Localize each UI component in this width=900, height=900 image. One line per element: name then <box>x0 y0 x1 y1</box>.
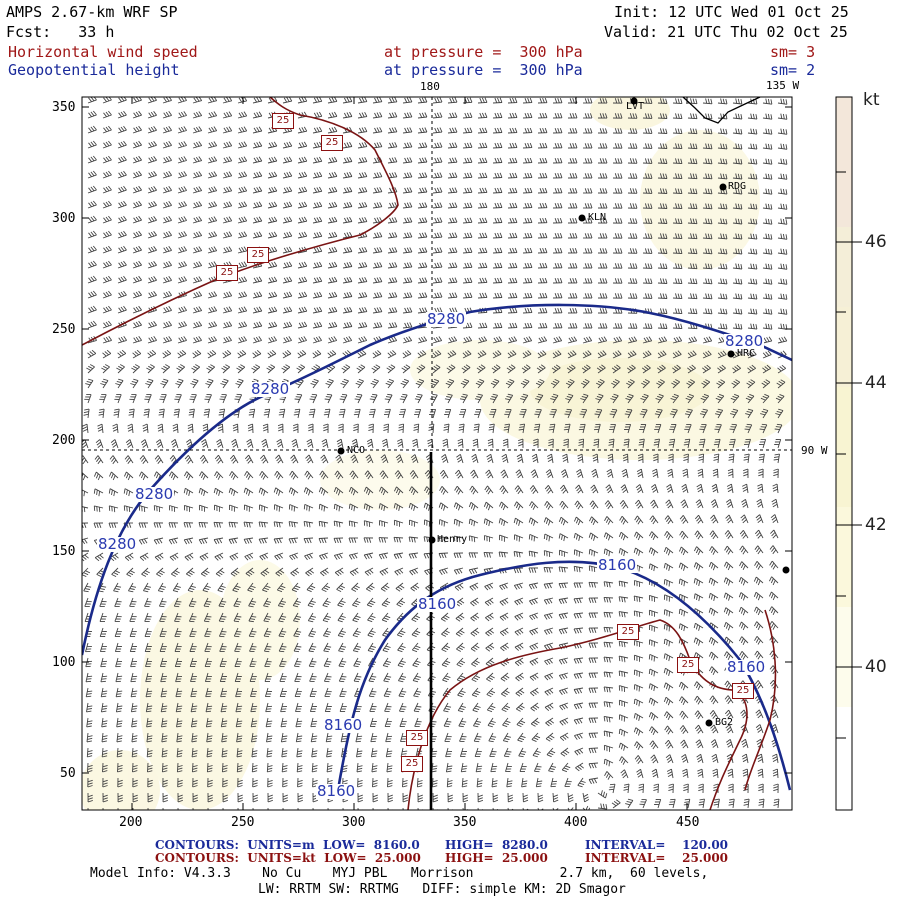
height-label: 8280 <box>97 535 138 553</box>
speed-label: 25 <box>321 135 343 151</box>
x-tick-label: 300 <box>342 815 366 830</box>
contours-height-interval: INTERVAL= 120.00 <box>585 838 729 852</box>
model-info-physics: LW: RRTM SW: RRTMG DIFF: simple KM: 2D S… <box>258 882 626 897</box>
field1-name: Horizontal wind speed <box>8 43 198 61</box>
speed-label: 25 <box>406 730 428 746</box>
station-label-kln: KLN <box>588 212 607 223</box>
colorbar-label: 46 <box>865 232 887 252</box>
station-label-rdg: RDG <box>728 181 747 192</box>
colorbar-unit: kt <box>863 90 880 110</box>
height-label: 8280 <box>250 380 291 398</box>
y-tick-label: 150 <box>52 544 76 559</box>
contours-height-info: CONTOURS: UNITS=m LOW= 8160.0 <box>155 838 420 852</box>
colorbar-label: 44 <box>865 373 887 393</box>
y-tick-label: 50 <box>60 766 76 781</box>
forecast-hour: Fcst: 33 h <box>6 23 115 41</box>
model-info: Model Info: V4.3.3 No Cu MYJ PBL Morriso… <box>90 866 709 881</box>
colorbar-label: 42 <box>865 515 887 535</box>
meridian-label-90w: 90 W <box>801 444 828 457</box>
map-frame <box>81 96 793 811</box>
meridian-label-180: 180 <box>420 80 440 93</box>
speed-label: 25 <box>247 247 269 263</box>
height-label: 8280 <box>134 485 175 503</box>
y-tick-label: 100 <box>52 655 76 670</box>
contours-speed-high: HIGH= 25.000 <box>445 851 548 865</box>
height-label: 8160 <box>316 782 357 800</box>
station-label-nco: NCO <box>347 445 366 456</box>
map-area <box>82 97 792 810</box>
speed-label: 25 <box>272 113 294 129</box>
height-label: 8160 <box>323 716 364 734</box>
speed-label: 25 <box>617 624 639 640</box>
speed-label: 25 <box>401 756 423 772</box>
speed-label: 25 <box>216 265 238 281</box>
station-label-henry: Henry <box>437 534 468 545</box>
axis-ticks <box>82 97 792 810</box>
station-label-hrc: HRC <box>737 348 756 359</box>
field2-level: at pressure = 300 hPa <box>384 61 583 79</box>
speed-label: 25 <box>732 683 754 699</box>
speed-contours <box>82 97 777 810</box>
y-tick-label: 200 <box>52 433 76 448</box>
colorbar-label: 40 <box>865 657 887 677</box>
height-label: 8280 <box>724 332 765 350</box>
field1-smoothing: sm= 3 <box>770 43 816 61</box>
speed-label: 25 <box>677 657 699 673</box>
y-tick-label: 350 <box>52 100 76 115</box>
field2-name: Geopotential height <box>8 61 180 79</box>
x-tick-label: 400 <box>564 815 588 830</box>
height-label: 8160 <box>417 595 458 613</box>
y-tick-label: 250 <box>52 322 76 337</box>
height-label: 8280 <box>426 310 467 328</box>
station-dots <box>337 97 790 727</box>
x-tick-label: 200 <box>119 815 143 830</box>
contours-height-high: HIGH= 8280.0 <box>445 838 548 852</box>
height-label: 8160 <box>597 556 638 574</box>
station-label-lvt: LVT <box>626 101 645 112</box>
contours-speed-interval: INTERVAL= 25.000 <box>585 851 729 865</box>
meridian-label-135w: 135 W <box>766 79 800 92</box>
field2-smoothing: sm= 2 <box>770 61 816 79</box>
contours-speed-info: CONTOURS: UNITS=kt LOW= 25.000 <box>155 851 421 865</box>
valid-time: Valid: 21 UTC Thu 02 Oct 25 <box>604 23 848 41</box>
x-tick-label: 350 <box>453 815 477 830</box>
model-title: AMPS 2.67-km WRF SP <box>6 3 178 21</box>
wind-barbs <box>82 97 788 810</box>
coastline <box>682 97 761 124</box>
field1-level: at pressure = 300 hPa <box>384 43 583 61</box>
x-tick-label: 250 <box>231 815 255 830</box>
init-time: Init: 12 UTC Wed 01 Oct 25 <box>614 3 849 21</box>
colorbar <box>835 96 862 811</box>
y-tick-label: 300 <box>52 211 76 226</box>
station-label-bg2: BG2 <box>715 717 734 728</box>
x-tick-label: 450 <box>676 815 700 830</box>
height-label: 8160 <box>726 658 767 676</box>
